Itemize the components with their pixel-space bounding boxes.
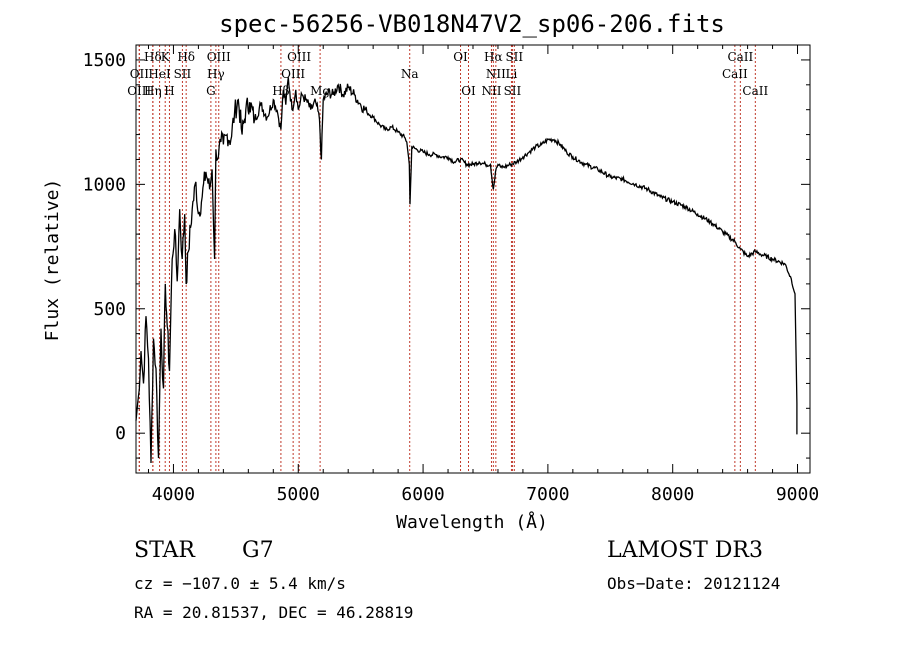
x-tick-label: 5000 (277, 484, 320, 505)
line-label: SII (504, 84, 522, 98)
y-tick-label: 500 (93, 299, 126, 320)
survey-name: LAMOST DR3 (607, 538, 763, 563)
line-label: SII (174, 67, 192, 81)
x-tick-label: 9000 (776, 484, 819, 505)
line-label: Hα (484, 50, 503, 64)
spectral-subclass: G7 (242, 538, 274, 563)
x-tick-label: 8000 (651, 484, 694, 505)
y-axis-ticks: 0 500 1000 1500 (83, 50, 810, 459)
line-label: G (206, 84, 216, 98)
y-tick-label: 0 (115, 423, 126, 444)
line-label: Li (506, 67, 518, 81)
line-label: Hη (144, 84, 162, 98)
line-label: CaII (742, 84, 768, 98)
line-label: Na (401, 67, 419, 81)
line-label: OIII (127, 84, 151, 98)
x-axis-label: Wavelength (Å) (396, 511, 548, 533)
line-label: HeI (148, 67, 171, 81)
line-label: Hδ (177, 50, 195, 64)
y-axis-label: Flux (relative) (42, 179, 63, 342)
y-tick-label: 1000 (83, 174, 126, 195)
y-tick-label: 1500 (83, 50, 126, 71)
line-label: Hδ (144, 50, 162, 64)
x-tick-label: 6000 (401, 484, 444, 505)
line-label: OII (130, 67, 150, 81)
line-label: Mg (310, 84, 330, 98)
x-tick-label: 4000 (152, 484, 195, 505)
line-label: K (161, 50, 171, 64)
redshift-velocity: cz = −107.0 ± 5.4 km/s (134, 574, 346, 593)
chart-title: spec-56256-VB018N47V2_sp06-206.fits (219, 10, 725, 38)
line-label: CaII (722, 67, 748, 81)
spectral-line-markers (138, 45, 756, 473)
line-label: OI (461, 84, 476, 98)
spectrum-line (135, 77, 798, 464)
line-label: OIII (207, 50, 231, 64)
line-label: OI (453, 50, 468, 64)
line-label: OIII (281, 67, 305, 81)
x-tick-label: 7000 (526, 484, 569, 505)
line-label: SII (505, 50, 523, 64)
line-label: NII (481, 84, 501, 98)
line-label: NII (486, 67, 506, 81)
line-label: H (164, 84, 174, 98)
observation-date: Obs−Date: 20121124 (607, 574, 781, 593)
line-label: Hγ (207, 67, 225, 81)
object-class: STAR (134, 538, 195, 563)
coordinates: RA = 20.81537, DEC = 46.28819 (134, 603, 414, 622)
line-label: CaII (727, 50, 753, 64)
x-axis-ticks: 4000 5000 6000 7000 8000 9000 (147, 45, 819, 505)
line-label: OIII (287, 50, 311, 64)
